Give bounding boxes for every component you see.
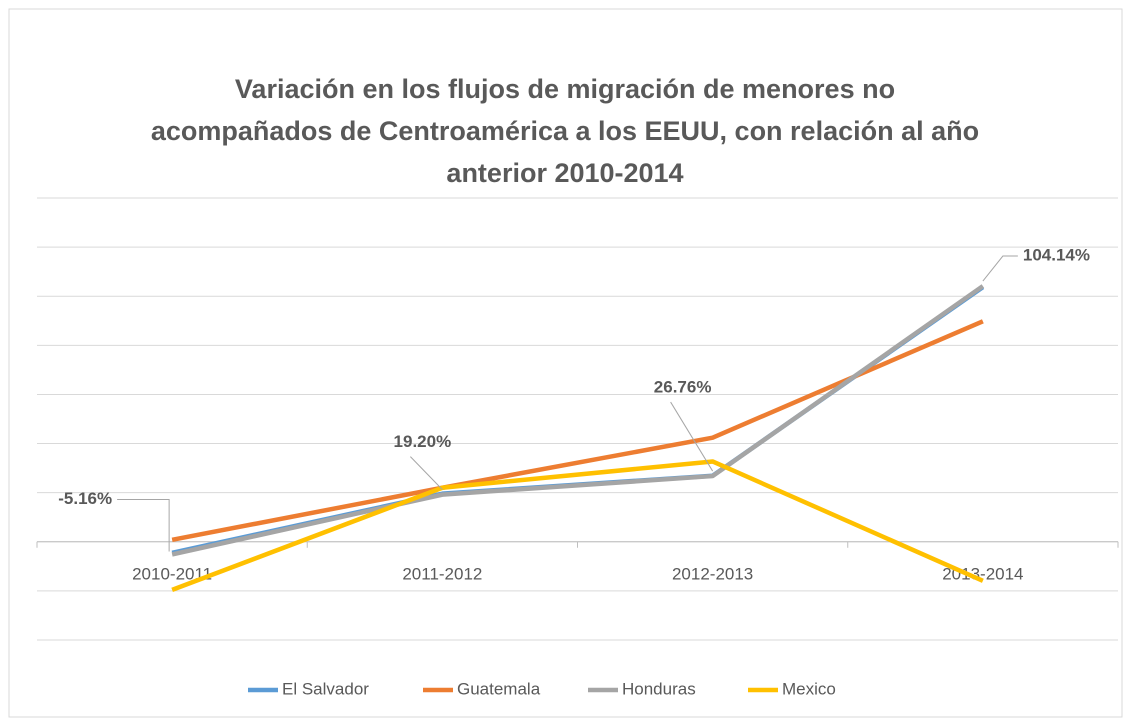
series-line: [171, 459, 984, 593]
chart-title: Variación en los flujos de migración de …: [150, 74, 980, 188]
series-line: [171, 319, 984, 543]
data-label: 104.14%: [1023, 246, 1090, 265]
legend-label: Honduras: [622, 679, 696, 698]
x-tick-label: 2010-2011: [132, 564, 212, 583]
label-leader: [670, 401, 714, 472]
chart-frame: [8, 8, 1123, 718]
label-leader: [410, 456, 443, 490]
series-line: [171, 285, 985, 556]
legend-label: Mexico: [782, 679, 836, 698]
x-tick-label: 2011-2012: [402, 564, 482, 583]
legend-label: Guatemala: [457, 679, 541, 698]
data-label: -5.16%: [58, 489, 112, 508]
x-tick-label: 2013-2014: [942, 564, 1023, 583]
x-tick-label: 2012-2013: [672, 564, 753, 583]
label-leader: [117, 498, 170, 552]
label-leader: [982, 255, 1018, 282]
legend-label: El Salvador: [282, 679, 369, 698]
series-line: [171, 284, 985, 557]
data-label: 19.20%: [394, 432, 452, 451]
data-label: 26.76%: [654, 378, 712, 397]
